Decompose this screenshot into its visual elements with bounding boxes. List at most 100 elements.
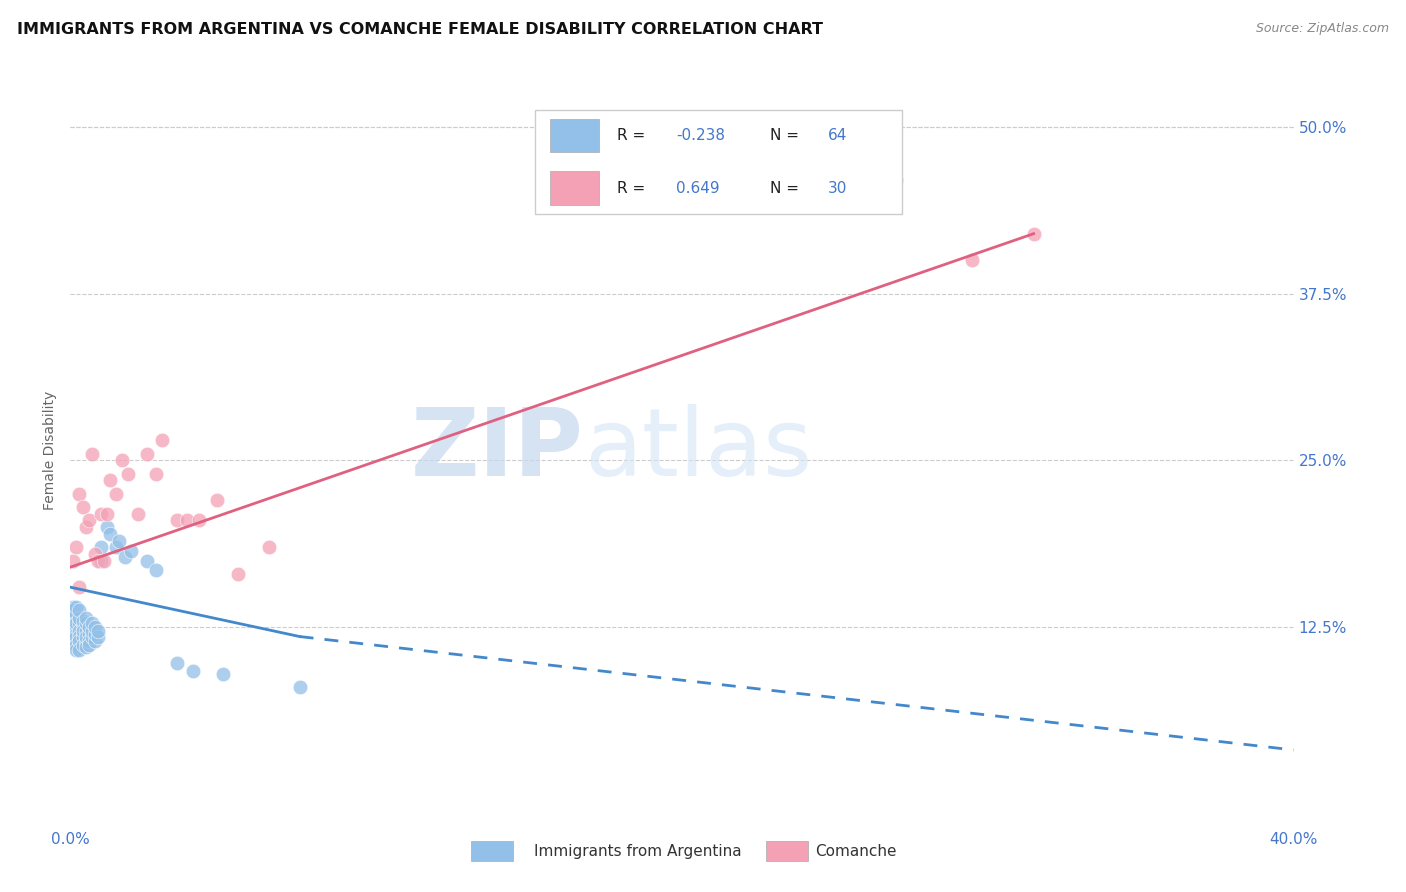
Point [72, 614, 94, 628]
Text: atlas: atlas [583, 404, 813, 497]
Point [93, 553, 115, 567]
Text: R =: R = [617, 180, 650, 195]
Point [75, 633, 97, 648]
Point [75, 611, 97, 625]
Text: Immigrants from Argentina: Immigrants from Argentina [534, 845, 742, 859]
Point [62, 616, 84, 631]
Text: ZIP: ZIP [411, 404, 583, 497]
Point [69, 624, 91, 639]
Point [166, 514, 188, 528]
Text: N =: N = [770, 180, 804, 195]
Point [80, 616, 103, 631]
Point [72, 630, 94, 644]
Point [75, 624, 97, 639]
Point [62, 607, 84, 621]
Point [83, 620, 105, 634]
Point [83, 627, 105, 641]
Point [65, 540, 87, 554]
Point [62, 624, 84, 639]
Point [65, 627, 87, 641]
Text: Source: ZipAtlas.com: Source: ZipAtlas.com [1256, 22, 1389, 36]
Point [96, 520, 118, 534]
Point [135, 553, 157, 567]
Point [114, 549, 136, 564]
Point [62, 600, 84, 615]
Point [77, 638, 100, 652]
Point [121, 544, 143, 558]
Text: IMMIGRANTS FROM ARGENTINA VS COMANCHE FEMALE DISABILITY CORRELATION CHART: IMMIGRANTS FROM ARGENTINA VS COMANCHE FE… [17, 22, 823, 37]
Point [87, 553, 110, 567]
Point [98, 526, 121, 541]
Point [187, 514, 209, 528]
Point [884, 173, 907, 187]
Point [69, 633, 91, 648]
Text: 64: 64 [828, 128, 846, 143]
Point [65, 630, 87, 644]
Point [80, 447, 103, 461]
Point [69, 643, 91, 657]
Text: -0.238: -0.238 [676, 128, 725, 143]
Point [65, 638, 87, 652]
Point [98, 474, 121, 488]
Text: 0.649: 0.649 [676, 180, 720, 195]
Text: Comanche: Comanche [815, 845, 897, 859]
Point [62, 611, 84, 625]
Point [69, 487, 91, 501]
Point [257, 540, 280, 554]
Point [87, 624, 110, 639]
Point [127, 507, 149, 521]
Point [69, 603, 91, 617]
Point [117, 467, 139, 481]
Point [228, 566, 250, 581]
Point [62, 603, 84, 617]
Point [72, 500, 94, 515]
Point [77, 633, 100, 648]
Point [962, 253, 984, 268]
Text: N =: N = [770, 128, 804, 143]
Point [65, 607, 87, 621]
Point [80, 630, 103, 644]
Point [176, 514, 198, 528]
Point [77, 620, 100, 634]
Point [62, 614, 84, 628]
Point [65, 616, 87, 631]
FancyBboxPatch shape [536, 110, 903, 213]
Point [75, 520, 97, 534]
Point [72, 620, 94, 634]
Point [1022, 227, 1045, 241]
Bar [766, 841, 808, 861]
Point [62, 633, 84, 648]
Point [150, 434, 173, 448]
Point [105, 540, 128, 554]
Point [75, 630, 97, 644]
Point [77, 627, 100, 641]
Point [62, 630, 84, 644]
Point [105, 487, 128, 501]
Point [62, 553, 84, 567]
Point [83, 633, 105, 648]
Point [75, 616, 97, 631]
Point [69, 616, 91, 631]
Point [80, 624, 103, 639]
Point [205, 493, 228, 508]
Point [135, 447, 157, 461]
Point [90, 540, 112, 554]
Point [65, 600, 87, 615]
Point [77, 514, 100, 528]
Point [96, 507, 118, 521]
Point [145, 563, 167, 577]
Point [90, 553, 112, 567]
Point [166, 657, 188, 671]
Point [181, 665, 204, 679]
Bar [550, 171, 599, 204]
Point [69, 580, 91, 594]
Point [69, 630, 91, 644]
Text: 30: 30 [828, 180, 846, 195]
Point [72, 638, 94, 652]
Point [90, 507, 112, 521]
Point [111, 453, 134, 467]
Point [65, 614, 87, 628]
Point [69, 611, 91, 625]
Point [65, 643, 87, 657]
Point [72, 624, 94, 639]
